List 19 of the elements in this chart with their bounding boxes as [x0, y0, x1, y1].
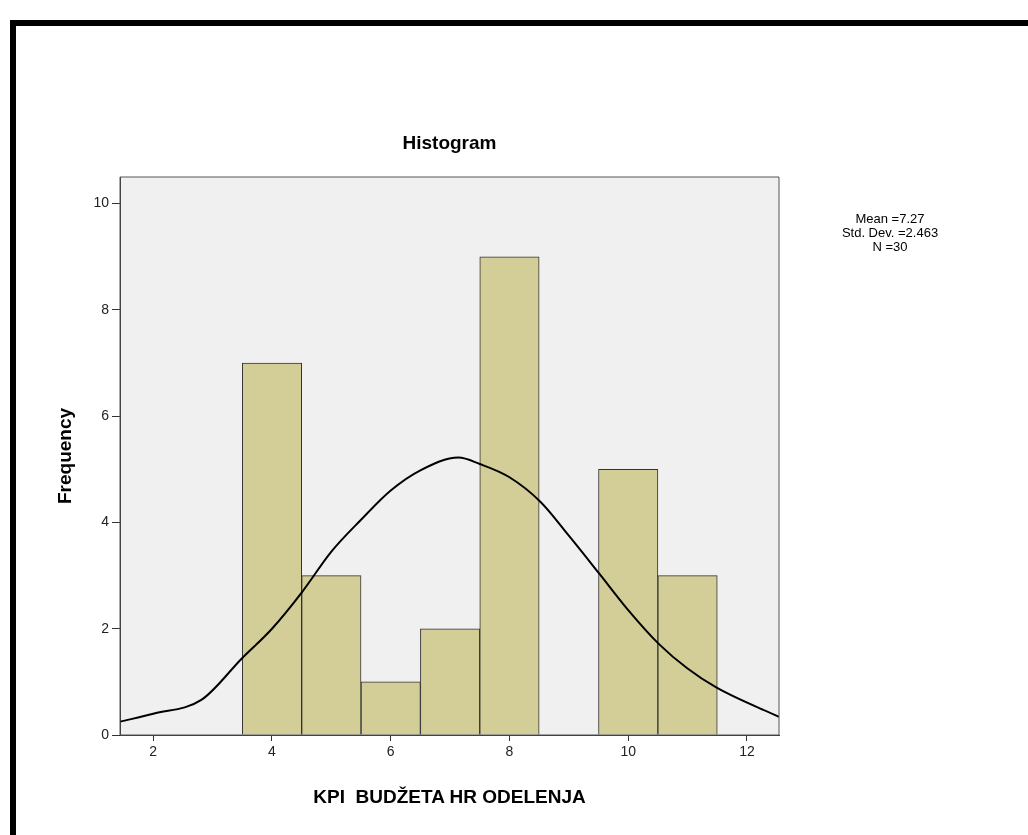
y-tick-label: 6 [101, 407, 110, 423]
text: N =30 [871, 239, 909, 254]
chart-title: Histogram [401, 132, 498, 154]
y-axis-title: Frequency [53, 407, 75, 505]
y-tick-label: 8 [101, 300, 110, 317]
text: Mean =7.27 [854, 211, 926, 226]
x-tick-label: 2 [149, 743, 158, 760]
y-tick-label: 2 [101, 619, 110, 636]
x-tick-label: 12 [739, 743, 755, 760]
x-tick-label: 10 [620, 743, 637, 760]
x-tick-label: 6 [386, 743, 395, 760]
x-tick-label: 4 [268, 743, 277, 760]
y-tick-label: 4 [101, 513, 110, 530]
x-tick-label: 8 [505, 743, 514, 760]
y-tick-label: 0 [101, 725, 110, 742]
y-tick-label: 10 [93, 194, 110, 211]
line-series [120, 456, 779, 723]
text: Std. Dev. =2.463 [840, 225, 940, 240]
x-axis-title: KPI BUDŽETA HR ODELENJA [313, 785, 586, 807]
